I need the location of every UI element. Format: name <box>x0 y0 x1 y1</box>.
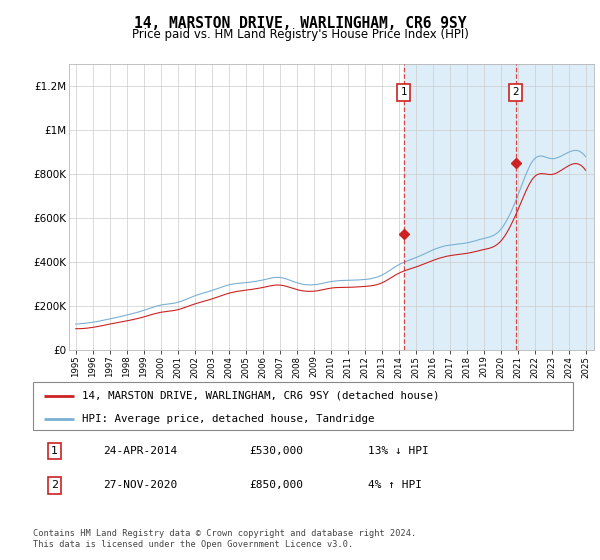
Text: 14, MARSTON DRIVE, WARLINGHAM, CR6 9SY: 14, MARSTON DRIVE, WARLINGHAM, CR6 9SY <box>134 16 466 31</box>
Text: £850,000: £850,000 <box>249 480 303 491</box>
Text: 27-NOV-2020: 27-NOV-2020 <box>103 480 178 491</box>
FancyBboxPatch shape <box>33 382 573 430</box>
Text: 13% ↓ HPI: 13% ↓ HPI <box>368 446 428 456</box>
Text: 24-APR-2014: 24-APR-2014 <box>103 446 178 456</box>
Text: 2: 2 <box>512 87 519 97</box>
Text: Contains HM Land Registry data © Crown copyright and database right 2024.
This d: Contains HM Land Registry data © Crown c… <box>33 529 416 549</box>
Text: 1: 1 <box>51 446 58 456</box>
Text: 1: 1 <box>400 87 407 97</box>
Text: 2: 2 <box>51 480 58 491</box>
Text: £530,000: £530,000 <box>249 446 303 456</box>
Text: 14, MARSTON DRIVE, WARLINGHAM, CR6 9SY (detached house): 14, MARSTON DRIVE, WARLINGHAM, CR6 9SY (… <box>82 391 439 401</box>
Text: 4% ↑ HPI: 4% ↑ HPI <box>368 480 422 491</box>
Bar <box>404 64 594 350</box>
Text: HPI: Average price, detached house, Tandridge: HPI: Average price, detached house, Tand… <box>82 414 374 424</box>
Text: Price paid vs. HM Land Registry's House Price Index (HPI): Price paid vs. HM Land Registry's House … <box>131 28 469 41</box>
